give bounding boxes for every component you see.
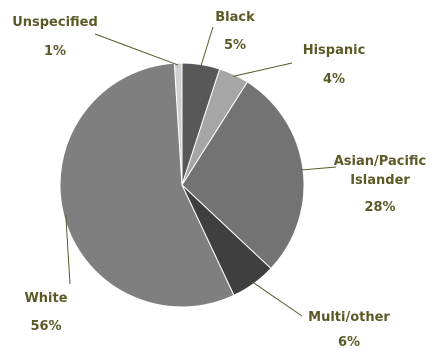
label-black: Black [215, 10, 255, 25]
value-asian: 28% [364, 200, 395, 215]
value-multi-other: 6% [338, 335, 360, 349]
label-hispanic: Hispanic [303, 43, 366, 58]
leader-lines [65, 26, 337, 317]
label-asian-line2: Islander [350, 173, 410, 188]
pie-slices [59, 62, 305, 308]
leader-white [65, 214, 71, 285]
label-unspecified: Unspecified [12, 15, 98, 30]
leader-black [200, 26, 214, 67]
label-asian-line1: Asian/Pacific [334, 154, 427, 169]
value-hispanic: 4% [323, 72, 345, 87]
label-white: White [24, 291, 67, 306]
value-unspecified: 1% [44, 44, 66, 59]
leader-unspecified [94, 33, 179, 66]
leader-hispanic [232, 62, 293, 77]
slice-white [59, 62, 235, 308]
label-multi-other: Multi/other [308, 310, 390, 325]
leader-asian-pacific-islander [301, 166, 337, 171]
leader-multi-other [252, 281, 303, 317]
value-white: 56% [30, 319, 61, 334]
value-black: 5% [224, 38, 246, 53]
